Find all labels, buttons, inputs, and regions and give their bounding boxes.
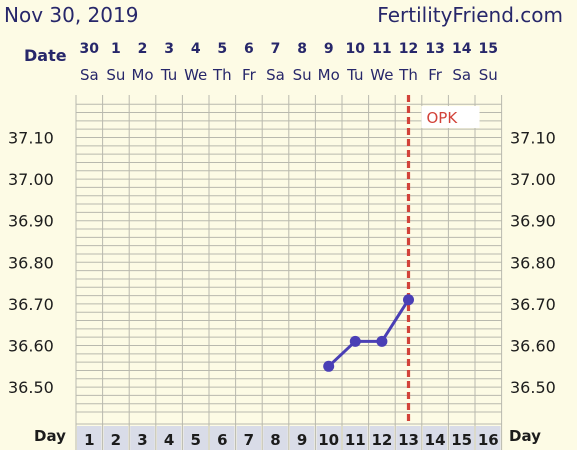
y-tick-label-right: 36.90 (510, 212, 556, 231)
site-name: FertilityFriend.com (377, 3, 563, 27)
y-tick-label-left: 36.80 (8, 253, 54, 272)
temperature-point (349, 335, 361, 347)
weekday-label: Tu (346, 66, 363, 84)
x-tick-label: 7 (244, 431, 254, 449)
y-tick-label-left: 37.00 (8, 170, 54, 189)
y-tick-label-right: 36.80 (510, 253, 556, 272)
opk-label-box (421, 106, 480, 128)
x-tick-label: 1 (84, 431, 94, 449)
cycle-day-cell (103, 426, 129, 450)
y-tick-label-left: 36.60 (8, 337, 54, 356)
date-number-label: 11 (372, 41, 391, 57)
temperature-line (327, 298, 410, 368)
date-number-label: 4 (191, 41, 201, 57)
weekday-label: Sa (266, 66, 285, 84)
cycle-day-cell (476, 426, 501, 450)
cycle-day-cell (422, 426, 448, 450)
y-tick-label-right: 36.70 (510, 295, 556, 314)
weekday-label: Mo (131, 66, 153, 84)
weekday-label: Th (212, 66, 232, 84)
date-number-label: 3 (164, 41, 174, 57)
cycle-day-cell (263, 426, 288, 450)
date-number-label: 7 (271, 41, 281, 57)
y-tick-label-left: 36.70 (8, 295, 54, 314)
date-number-label: 12 (399, 41, 418, 57)
date-number-label: 15 (479, 41, 498, 57)
temperature-point (376, 335, 388, 347)
weekday-label: Su (106, 66, 125, 84)
x-tick-label: 16 (478, 431, 499, 449)
date-number-label: 14 (452, 41, 472, 57)
cycle-day-cell (449, 426, 474, 450)
x-tick-label: 11 (345, 431, 366, 449)
day-row-label-left: Day (34, 427, 66, 445)
cycle-day-cell (289, 426, 315, 450)
x-tick-label: 14 (425, 431, 446, 449)
weekday-label: Fr (428, 66, 443, 84)
y-tick-label-left: 37.10 (8, 129, 54, 148)
x-tick-label: 9 (297, 431, 307, 449)
x-tick-label: 10 (318, 431, 339, 449)
weekday-label: Th (398, 66, 418, 84)
date-number-label: 8 (297, 41, 307, 57)
date-number-label: 1 (111, 41, 121, 57)
cycle-day-cell (130, 426, 155, 450)
weekday-label: Su (293, 66, 312, 84)
cycle-day-cell (343, 426, 368, 450)
date-number-label: 10 (346, 41, 366, 57)
cycle-day-cell (396, 426, 421, 450)
cycle-day-cell (77, 426, 102, 450)
y-tick-label-right: 37.00 (510, 170, 556, 189)
x-tick-label: 12 (371, 431, 392, 449)
x-tick-label: 13 (398, 431, 419, 449)
y-tick-label-right: 37.10 (510, 129, 556, 148)
day-row-label-right: Day (509, 427, 541, 445)
y-tick-label-left: 36.50 (8, 378, 54, 397)
weekday-label: Mo (318, 66, 340, 84)
date-row-label: Date (24, 46, 67, 65)
opk-label: OPK (427, 109, 459, 127)
x-tick-label: 2 (111, 431, 121, 449)
cycle-day-cell (316, 426, 341, 450)
x-tick-label: 5 (190, 431, 200, 449)
weekday-label: Sa (80, 66, 99, 84)
x-tick-label: 4 (164, 431, 174, 449)
weekday-label: Tu (160, 66, 177, 84)
date-number-label: 6 (244, 41, 254, 57)
date-number-label: 5 (217, 41, 227, 57)
y-tick-label-right: 36.60 (510, 337, 556, 356)
x-tick-label: 6 (217, 431, 227, 449)
weekday-label: Sa (452, 66, 471, 84)
cycle-day-cell (156, 426, 182, 450)
date-number-label: 13 (425, 41, 444, 57)
date-number-label: 2 (138, 41, 148, 57)
cycle-day-cell (236, 426, 262, 450)
x-tick-label: 15 (451, 431, 472, 449)
cycle-day-cell (183, 426, 208, 450)
cycle-day-cell (210, 426, 235, 450)
date-number-label: 30 (80, 41, 100, 57)
x-tick-label: 8 (270, 431, 280, 449)
temperature-point (323, 360, 335, 372)
y-tick-label-right: 36.50 (510, 378, 556, 397)
chart-date: Nov 30, 2019 (4, 3, 139, 27)
temperature-point (403, 294, 414, 306)
weekday-label: We (370, 66, 393, 84)
x-tick-label: 3 (137, 431, 147, 449)
weekday-label: Su (479, 66, 498, 84)
weekday-label: Fr (242, 66, 257, 84)
date-number-label: 9 (324, 41, 334, 57)
y-tick-label-left: 36.90 (8, 212, 54, 231)
cycle-day-cell (369, 426, 395, 450)
weekday-label: We (184, 66, 207, 84)
